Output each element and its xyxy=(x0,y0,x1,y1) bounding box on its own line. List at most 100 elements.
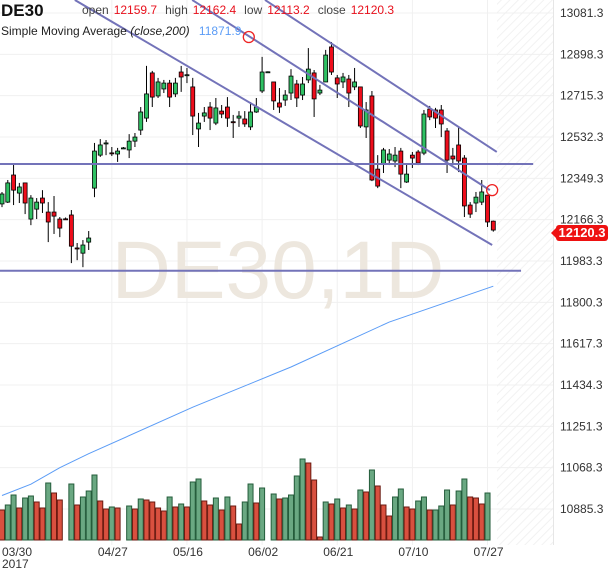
candle-up xyxy=(115,150,120,155)
volume-bar xyxy=(472,497,479,541)
volume-bar xyxy=(322,501,329,541)
volume-bar xyxy=(201,500,208,541)
trendline xyxy=(74,0,493,246)
candle-up xyxy=(172,82,178,95)
volume-bar xyxy=(455,490,462,541)
candle-up xyxy=(265,71,271,74)
volume-bar xyxy=(68,483,75,541)
candle-down xyxy=(207,106,213,119)
volume-bar xyxy=(16,507,23,541)
candle-up xyxy=(28,197,34,220)
close-value: 12120.3 xyxy=(350,3,395,17)
sma-params: (close,200) xyxy=(130,24,190,38)
low-value: 12113.2 xyxy=(267,3,310,17)
future-area-hatch xyxy=(497,0,553,545)
candle-down xyxy=(40,197,45,204)
price-tick-label: 12898.3 xyxy=(560,47,604,61)
volume-bar xyxy=(363,491,370,541)
volume-bar xyxy=(183,506,190,541)
volume-bar xyxy=(218,509,225,541)
candle-up xyxy=(80,244,86,254)
volume-bar xyxy=(282,497,289,541)
candle-up xyxy=(404,173,410,183)
volume-bar xyxy=(305,462,312,541)
price-tick-label: 13081.3 xyxy=(560,6,604,20)
date-tick-text: 05/16 xyxy=(172,545,203,559)
candle-down xyxy=(294,83,300,99)
high-label: high xyxy=(165,3,188,17)
volume-bar xyxy=(4,504,11,541)
candle-down xyxy=(178,71,184,78)
ohlc-row: open 12159.7 high 12162.4 low 12113.2 cl… xyxy=(82,3,397,17)
volume-bar xyxy=(241,501,248,541)
symbol-title: DE30 xyxy=(1,1,44,20)
candle-down xyxy=(109,152,115,155)
candle-down xyxy=(490,220,496,231)
candle-down xyxy=(22,182,28,204)
date-tick-label: 07/27 xyxy=(474,546,504,558)
candle-down xyxy=(167,82,173,98)
volume-bar xyxy=(166,496,173,541)
candle-up xyxy=(421,113,427,154)
volume-bar xyxy=(374,485,381,541)
sma-200-line xyxy=(1,285,494,496)
volume-bar xyxy=(155,507,162,541)
volume-bar xyxy=(276,498,283,541)
volume-bar xyxy=(397,488,404,541)
date-tick-text: 06/02 xyxy=(248,545,279,559)
candle-up xyxy=(340,76,346,83)
volume-bar xyxy=(230,505,237,541)
price-tick-label: 11617.3 xyxy=(560,337,603,351)
date-tick-label: 07/10 xyxy=(398,546,428,558)
last-price-tag: 12120.3 xyxy=(551,225,608,241)
volume-bar xyxy=(426,509,433,541)
volume-bar xyxy=(368,469,375,541)
volume-bar xyxy=(328,503,335,541)
candle-up xyxy=(323,54,329,83)
volume-bar xyxy=(259,487,266,541)
volume-bar xyxy=(438,505,445,541)
candle-down xyxy=(68,214,74,247)
price-tick-label: 12532.3 xyxy=(560,130,604,144)
candle-up xyxy=(196,122,201,130)
volume-bar xyxy=(420,496,427,541)
volume-bar xyxy=(293,475,300,541)
candle-down xyxy=(398,150,404,175)
candle-down xyxy=(369,95,375,181)
volume-bar xyxy=(207,504,214,541)
volume-bars xyxy=(0,458,491,541)
volume-bar xyxy=(178,503,185,541)
candle-down xyxy=(409,154,415,159)
price-tick-label: 12166.3 xyxy=(560,213,604,227)
price-axis[interactable]: 13081.3 12898.3 12715.3 12532.3 12349.3 12166… xyxy=(560,6,604,516)
candle-down xyxy=(329,46,334,73)
candle-down xyxy=(456,144,462,162)
price-tick-label: 11983.3 xyxy=(560,254,603,268)
candle-up xyxy=(248,111,253,128)
volume-bar xyxy=(357,489,364,541)
volume-bar xyxy=(380,504,387,541)
volume-bar xyxy=(247,483,254,541)
date-tick-text: 07/27 xyxy=(473,545,504,559)
price-tick-label: 10885.3 xyxy=(560,502,604,516)
volume-bar xyxy=(449,504,456,541)
price-tick-label: 11068.3 xyxy=(560,461,603,475)
volume-bar xyxy=(137,498,144,541)
candle-up xyxy=(236,115,242,119)
candle-up xyxy=(92,150,97,189)
volume-bar xyxy=(51,492,58,541)
candle-down xyxy=(51,211,57,217)
candle-up xyxy=(120,147,126,150)
candle-down xyxy=(346,78,352,94)
price-tick-label: 11251.3 xyxy=(560,419,603,433)
candle-down xyxy=(311,72,317,100)
candle-down xyxy=(427,108,433,118)
candle-down xyxy=(63,218,68,221)
volume-bar xyxy=(311,479,318,541)
candle-up xyxy=(300,83,305,96)
drawings[interactable] xyxy=(0,0,534,272)
candle-up xyxy=(161,82,167,90)
candle-up xyxy=(259,71,265,92)
date-tick-label: 05/16 xyxy=(173,546,203,558)
